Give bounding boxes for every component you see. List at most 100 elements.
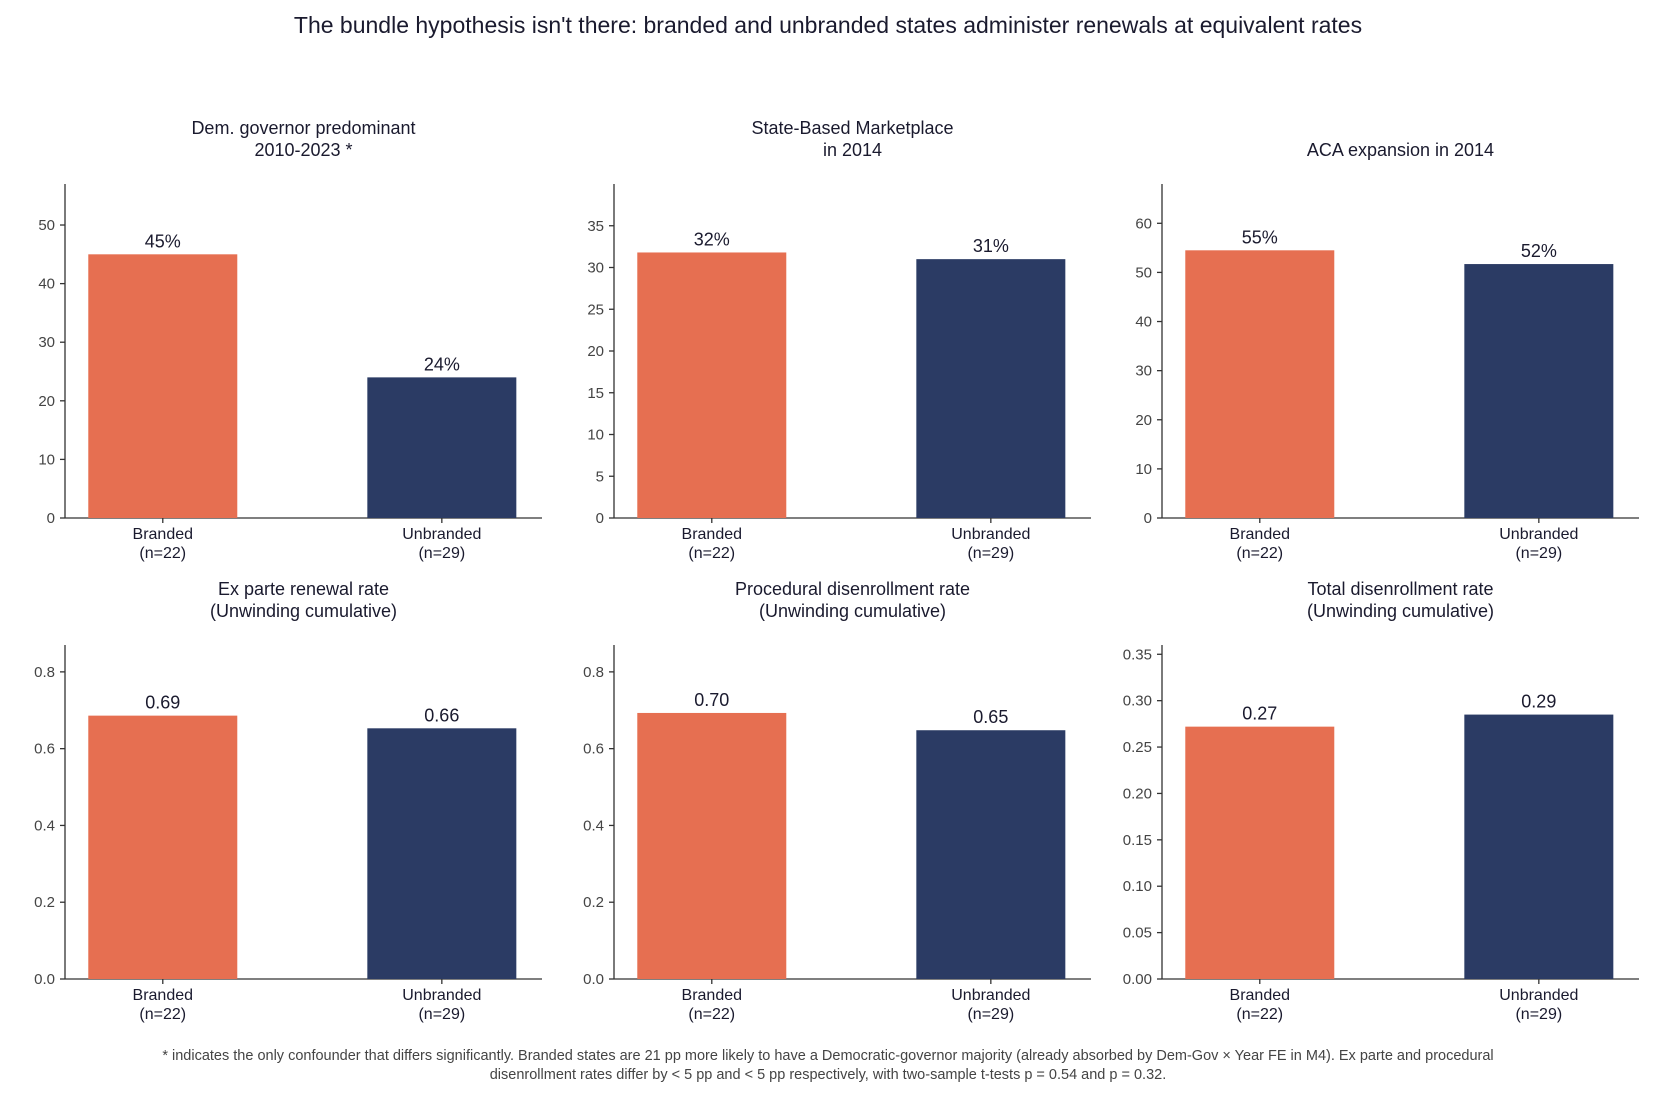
y-tick-label: 25: [587, 301, 604, 318]
x-tick-label: Unbranded: [402, 526, 481, 543]
y-tick-label: 0.0: [583, 971, 604, 988]
y-tick-label: 40: [38, 276, 55, 293]
x-tick-label: (n=29): [418, 545, 465, 562]
y-tick-label: 10: [1135, 461, 1152, 478]
y-tick-label: 30: [1135, 363, 1152, 380]
panel-title-line: ACA expansion in 2014: [1307, 140, 1494, 160]
bar-value-label: 31%: [973, 236, 1009, 256]
x-tick-label: Unbranded: [402, 987, 481, 1004]
y-tick-label: 0.0: [34, 971, 55, 988]
y-tick-label: 0.30: [1123, 693, 1152, 710]
x-tick-label: (n=22): [1236, 1006, 1283, 1023]
bar-value-label: 0.66: [424, 705, 459, 725]
x-tick-label: (n=29): [1515, 545, 1562, 562]
y-tick-label: 0.15: [1123, 832, 1152, 849]
y-tick-label: 30: [38, 334, 55, 351]
bar-value-label: 0.69: [145, 693, 180, 713]
y-tick-label: 0.25: [1123, 739, 1152, 756]
x-tick-label: Unbranded: [1499, 526, 1578, 543]
bar-branded: [637, 252, 787, 518]
y-tick-label: 30: [587, 260, 604, 277]
x-tick-label: Branded: [1230, 526, 1291, 543]
x-tick-label: (n=29): [1515, 1006, 1562, 1023]
x-tick-label: Branded: [133, 526, 194, 543]
x-tick-label: (n=22): [139, 1006, 186, 1023]
x-tick-label: Unbranded: [951, 526, 1030, 543]
panel-title-line: Ex parte renewal rate: [218, 579, 389, 599]
bar-value-label: 55%: [1242, 227, 1278, 247]
x-tick-label: Unbranded: [1499, 987, 1578, 1004]
panel-title-line: (Unwinding cumulative): [1307, 601, 1494, 621]
bar-unbranded: [367, 728, 517, 979]
panel-title-line: State-Based Marketplace: [751, 118, 953, 138]
x-tick-label: (n=29): [967, 1006, 1014, 1023]
chart-panel-5: Procedural disenrollment rate(Unwinding …: [583, 579, 1091, 1023]
y-tick-label: 0.4: [583, 817, 604, 834]
panel-title-line: Dem. governor predominant: [191, 118, 415, 138]
y-tick-label: 5: [596, 468, 604, 485]
y-tick-label: 0.05: [1123, 925, 1152, 942]
chart-panel-3: ACA expansion in 2014 0 10 20 30 40 50 60 55% Bra…: [1135, 140, 1639, 562]
bar-branded: [1185, 726, 1335, 979]
x-tick-label: (n=22): [688, 1006, 735, 1023]
bar-unbranded: [367, 377, 517, 518]
y-tick-label: 0: [1144, 510, 1152, 527]
x-tick-label: Branded: [1230, 987, 1291, 1004]
y-tick-label: 10: [587, 427, 604, 444]
y-tick-label: 40: [1135, 314, 1152, 331]
bar-value-label: 45%: [145, 231, 181, 251]
panel-title-line: in 2014: [823, 140, 882, 160]
x-tick-label: (n=22): [688, 545, 735, 562]
y-tick-label: 35: [587, 218, 604, 235]
y-tick-label: 0.8: [583, 664, 604, 681]
x-tick-label: (n=22): [1236, 545, 1283, 562]
y-tick-label: 0: [596, 510, 604, 527]
bar-unbranded: [916, 730, 1066, 979]
panel-title-line: 2010-2023 *: [254, 140, 352, 160]
y-tick-label: 0.6: [34, 741, 55, 758]
bar-value-label: 0.27: [1242, 704, 1277, 724]
y-tick-label: 60: [1135, 215, 1152, 232]
bar-branded: [1185, 250, 1335, 518]
y-tick-label: 0: [47, 510, 55, 527]
x-tick-label: Branded: [682, 987, 743, 1004]
y-tick-label: 0.8: [34, 664, 55, 681]
panel-title-line: Procedural disenrollment rate: [735, 579, 970, 599]
y-tick-label: 0.2: [583, 894, 604, 911]
y-tick-label: 0.20: [1123, 785, 1152, 802]
figure-title: The bundle hypothesis isn't there: brand…: [294, 12, 1362, 38]
bar-branded: [88, 715, 238, 979]
panel-title-line: (Unwinding cumulative): [759, 601, 946, 621]
bar-branded: [637, 712, 787, 979]
bar-value-label: 0.70: [694, 690, 729, 710]
y-tick-label: 0.10: [1123, 878, 1152, 895]
y-tick-label: 20: [1135, 412, 1152, 429]
bar-value-label: 24%: [424, 354, 460, 374]
x-tick-label: Branded: [682, 526, 743, 543]
x-tick-label: (n=29): [967, 545, 1014, 562]
bar-unbranded: [916, 259, 1066, 518]
x-tick-label: Unbranded: [951, 987, 1030, 1004]
x-tick-label: Branded: [133, 987, 194, 1004]
y-tick-label: 50: [1135, 264, 1152, 281]
footnote-line-1: * indicates the only confounder that dif…: [162, 1048, 1493, 1064]
chart-panel-6: Total disenrollment rate(Unwinding cumul…: [1123, 579, 1639, 1023]
panel-title-line: Total disenrollment rate: [1307, 579, 1493, 599]
y-tick-label: 0.35: [1123, 646, 1152, 663]
bar-unbranded: [1464, 714, 1614, 979]
y-tick-label: 0.00: [1123, 971, 1152, 988]
y-tick-label: 50: [38, 217, 55, 234]
y-tick-label: 20: [587, 343, 604, 360]
y-tick-label: 0.4: [34, 817, 55, 834]
bar-unbranded: [1464, 264, 1614, 518]
chart-panel-4: Ex parte renewal rate(Unwinding cumulati…: [34, 579, 542, 1023]
y-tick-label: 20: [38, 393, 55, 410]
y-tick-label: 0.2: [34, 894, 55, 911]
x-tick-label: (n=22): [139, 545, 186, 562]
footnote-line-2: disenrollment rates differ by < 5 pp and…: [490, 1067, 1167, 1083]
bar-value-label: 0.29: [1521, 692, 1556, 712]
panel-title-line: (Unwinding cumulative): [210, 601, 397, 621]
